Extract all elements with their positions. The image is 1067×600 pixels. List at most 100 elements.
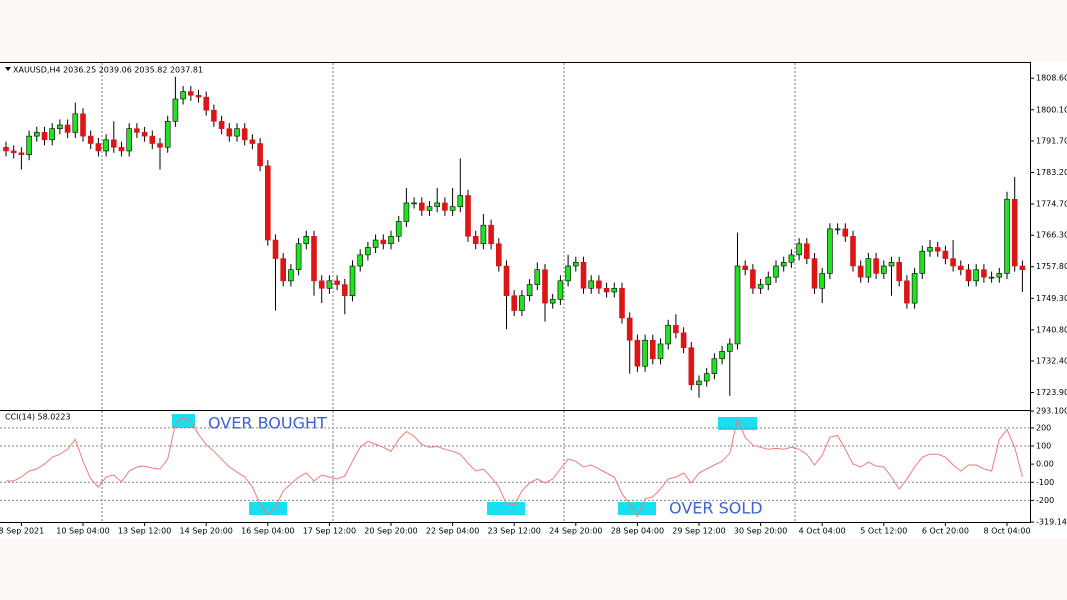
candle-body [519,295,525,311]
y-tick-label: 1774.70 [1036,200,1067,209]
candle-body [442,202,448,211]
y-tick-label: 1757.80 [1036,262,1067,271]
candle-body [395,221,402,237]
candle-body [280,258,287,282]
candle-body [264,165,271,241]
candle-body [49,128,56,141]
y-tick-label: 1808.60 [1036,74,1067,83]
candle-body [357,254,364,267]
annotation: OVER BOUGHT [208,414,327,433]
y-tick-label: -100 [1036,478,1054,487]
candle-body [611,287,618,293]
y-tick-label: 1723.90 [1036,388,1067,397]
y-tick-label: 1791.70 [1036,136,1067,145]
candle-body [703,373,710,382]
candle-body [850,236,856,267]
candle-body [942,250,949,259]
x-tick-label: 8 Sep 2021 [0,527,44,536]
candle-body [834,228,841,231]
x-tick-label: 6 Oct 20:00 [922,527,969,536]
candle-body [726,343,733,352]
candle-body [904,280,910,304]
x-tick-label: 5 Oct 12:00 [860,527,907,536]
day-separators [101,63,796,522]
candle-body [33,132,40,137]
candle-body [180,91,186,100]
candle-body [934,247,941,252]
candle-body [696,380,702,386]
candle-body [141,132,148,137]
candle-body [326,280,333,289]
candle-body [619,287,625,319]
candle-body [172,98,179,122]
y-tick-label: 100 [1036,442,1051,451]
x-tick-label: 23 Sep 12:00 [487,527,540,536]
x-tick-label: 4 Oct 04:00 [799,527,846,536]
candle-body [957,265,964,271]
candle-body [811,258,818,289]
candle-body [596,280,602,289]
candle-body [927,247,933,252]
candle-body [80,113,86,137]
candle-body [973,269,980,282]
x-tick-label: 16 Sep 04:00 [241,527,294,536]
candle-body [311,236,317,282]
candle-body [118,146,125,152]
candle-body [134,128,140,133]
candle-body [1011,198,1018,267]
candle-body [426,206,433,211]
candle-body [126,128,132,152]
highlight [487,502,525,515]
candle-body [688,347,695,386]
candle-body [865,258,872,278]
candle-body [318,280,325,289]
candle-body [365,247,371,256]
candle-body [919,250,926,274]
candle-body [241,128,248,141]
candle-body [827,228,833,274]
candle-body [57,124,63,129]
candle-body [773,265,779,278]
candle-body [572,261,579,267]
candle-body [95,143,102,152]
candle-body [796,243,802,256]
candle-body [26,135,32,155]
candle-body [480,224,487,245]
indicator-title: CCI(14) 58.0223 [5,413,71,422]
candle-body [218,120,225,129]
candle-body [149,135,156,144]
candle-body [657,343,664,360]
candle-body [195,94,202,98]
candle-body [372,239,379,248]
candle-body [981,269,987,278]
candle-body [788,254,795,263]
candle-body [488,224,494,245]
candle-body [649,339,656,360]
candle-body [673,325,679,334]
candle-body [288,269,294,282]
candle-body [188,91,194,96]
candle-body [449,206,456,211]
candle-body [549,299,556,304]
y-tick-label: -319.1424 [1036,518,1067,527]
candle-body [896,261,903,282]
candle-body [403,202,410,222]
chart-title: XAUUSD,H4 2036.25 2039.06 2035.82 2037.8… [13,66,203,75]
candle-body [380,239,387,245]
y-tick-label: 1740.80 [1036,325,1067,334]
candle-body [334,280,340,285]
y-tick-label: 0.00 [1036,460,1054,469]
candle-body [303,236,310,245]
candle-body [534,269,541,285]
highlight [618,502,656,515]
candle-body [988,276,995,279]
candle-body [257,143,263,167]
candle-body [665,325,672,345]
candle-body [965,269,972,282]
candle-body [765,276,772,285]
x-tick-label: 20 Sep 20:00 [364,527,417,536]
candle-body [272,239,279,259]
candle-body [819,273,826,289]
candle-body [64,124,71,133]
